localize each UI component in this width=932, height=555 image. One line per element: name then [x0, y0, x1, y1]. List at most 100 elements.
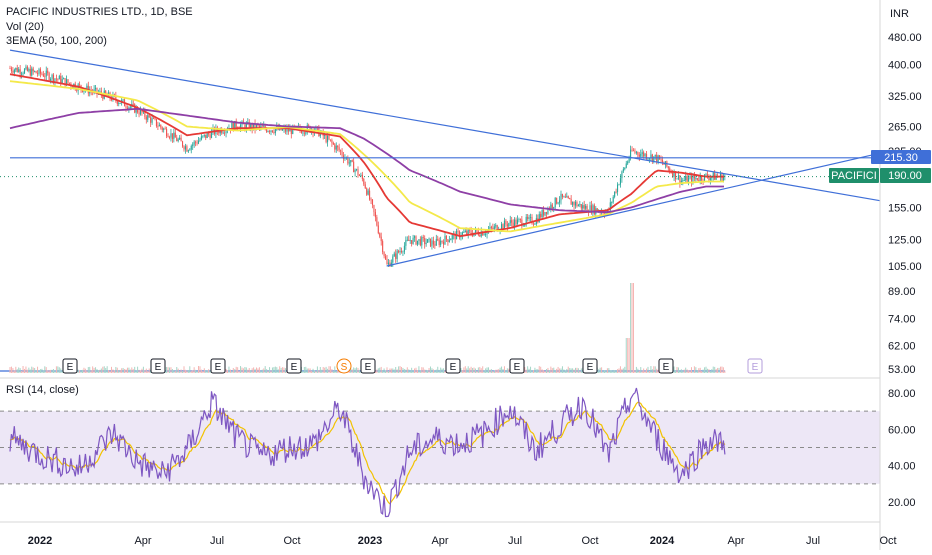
candle[interactable] [679, 175, 681, 188]
candle[interactable] [193, 140, 195, 148]
candle[interactable] [402, 250, 404, 257]
candle[interactable] [354, 168, 356, 177]
event-marker-earnings[interactable]: E [509, 358, 525, 374]
candle[interactable] [150, 115, 152, 127]
candle[interactable] [621, 170, 623, 183]
candle[interactable] [431, 237, 433, 250]
candle[interactable] [170, 128, 172, 142]
candle[interactable] [131, 99, 133, 109]
candle[interactable] [435, 234, 437, 246]
candle[interactable] [180, 134, 182, 142]
candle[interactable] [556, 197, 558, 205]
candle[interactable] [276, 122, 278, 132]
candle[interactable] [450, 238, 452, 241]
candle[interactable] [667, 165, 669, 172]
candle[interactable] [538, 211, 540, 223]
candle[interactable] [35, 70, 37, 74]
candle[interactable] [42, 70, 44, 78]
candle[interactable] [560, 190, 562, 205]
candle[interactable] [682, 177, 684, 186]
candle[interactable] [160, 124, 162, 130]
candle[interactable] [174, 128, 176, 138]
candle[interactable] [412, 234, 414, 245]
event-marker-earnings[interactable]: E [150, 358, 166, 374]
candle[interactable] [168, 135, 171, 140]
candle[interactable] [514, 217, 516, 231]
candle[interactable] [361, 171, 363, 182]
candle[interactable] [570, 195, 572, 205]
trendline-2[interactable] [386, 152, 881, 267]
candle[interactable] [202, 135, 204, 139]
candle[interactable] [415, 235, 417, 246]
candle[interactable] [625, 160, 627, 169]
candle[interactable] [525, 214, 527, 227]
candle[interactable] [683, 176, 685, 182]
candle[interactable] [448, 235, 450, 243]
candle[interactable] [197, 136, 200, 145]
candle[interactable] [451, 233, 453, 243]
candle[interactable] [39, 67, 41, 78]
candle[interactable] [505, 219, 507, 227]
candle[interactable] [393, 251, 395, 257]
candle[interactable] [554, 197, 556, 210]
candle[interactable] [166, 126, 168, 139]
candle[interactable] [724, 174, 726, 181]
candle[interactable] [541, 209, 543, 219]
candle[interactable] [183, 145, 185, 152]
candle[interactable] [184, 143, 186, 154]
candle[interactable] [351, 159, 353, 163]
candle[interactable] [331, 138, 333, 147]
candle[interactable] [686, 174, 688, 183]
candle[interactable] [561, 193, 563, 200]
candle[interactable] [186, 144, 188, 152]
candle[interactable] [634, 148, 636, 155]
candle[interactable] [618, 183, 620, 186]
candle[interactable] [429, 238, 432, 248]
candle[interactable] [374, 208, 376, 222]
candle[interactable] [421, 235, 423, 249]
candle[interactable] [414, 235, 416, 242]
candle[interactable] [385, 253, 387, 261]
candle[interactable] [47, 67, 49, 76]
candle[interactable] [444, 232, 446, 245]
candle[interactable] [457, 226, 459, 235]
event-marker-earnings[interactable]: E [210, 358, 226, 374]
candle[interactable] [205, 134, 207, 141]
candle[interactable] [593, 203, 595, 216]
candle[interactable] [254, 119, 256, 134]
candle[interactable] [585, 203, 587, 211]
candle[interactable] [566, 192, 568, 198]
candle[interactable] [586, 203, 588, 212]
candle[interactable] [483, 233, 485, 236]
event-marker-earnings[interactable]: E [582, 358, 598, 374]
candle[interactable] [182, 140, 184, 148]
candle[interactable] [622, 167, 624, 174]
candle[interactable] [29, 64, 31, 77]
candle[interactable] [640, 149, 642, 158]
candle[interactable] [386, 255, 388, 265]
candle[interactable] [638, 152, 640, 162]
candle[interactable] [437, 235, 439, 242]
candle[interactable] [641, 148, 643, 158]
candle[interactable] [157, 121, 159, 130]
candle[interactable] [577, 203, 579, 207]
candle[interactable] [366, 187, 368, 196]
candle[interactable] [395, 249, 397, 263]
trendlines[interactable] [0, 49, 881, 267]
candle[interactable] [18, 67, 20, 73]
candle[interactable] [574, 200, 577, 209]
candle[interactable] [631, 146, 633, 152]
candle[interactable] [332, 141, 334, 146]
candle[interactable] [269, 129, 271, 135]
candle[interactable] [190, 144, 192, 154]
candle[interactable] [563, 195, 565, 198]
candle[interactable] [521, 216, 523, 230]
candle[interactable] [173, 128, 175, 143]
candle[interactable] [511, 216, 513, 227]
candle[interactable] [382, 239, 384, 255]
candle[interactable] [441, 240, 443, 244]
candle[interactable] [139, 106, 142, 116]
candle[interactable] [37, 70, 39, 77]
candle[interactable] [588, 209, 590, 217]
